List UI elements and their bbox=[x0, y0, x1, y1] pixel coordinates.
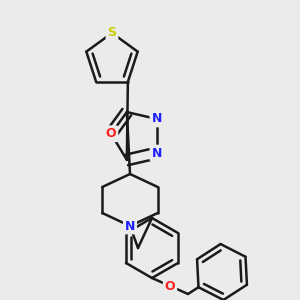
Text: N: N bbox=[152, 112, 162, 125]
Text: N: N bbox=[125, 220, 135, 232]
Text: N: N bbox=[152, 147, 162, 160]
Text: O: O bbox=[165, 280, 175, 292]
Text: S: S bbox=[107, 26, 116, 40]
Text: O: O bbox=[106, 127, 116, 140]
